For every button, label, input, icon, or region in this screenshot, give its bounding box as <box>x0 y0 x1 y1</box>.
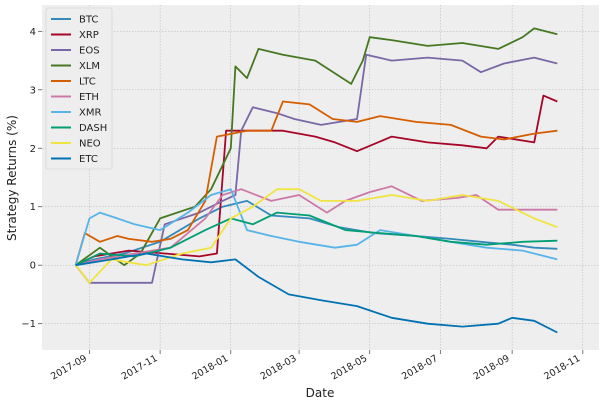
series-line-dash <box>75 211 558 267</box>
y-tick-label: −1 <box>21 319 36 330</box>
legend-label-xlm: XLM <box>79 61 100 72</box>
legend-label-btc: BTC <box>79 15 98 26</box>
y-tick-label: 0 <box>30 261 36 272</box>
series-line-ltc <box>74 100 558 266</box>
y-axis: −1 0 1 2 3 4 <box>21 27 42 330</box>
x-tick-label: 2018-07 <box>400 353 440 382</box>
y-tick-label: 4 <box>30 27 36 38</box>
legend-label-etc: ETC <box>79 154 98 165</box>
series-line-neo <box>74 188 558 284</box>
y-axis-label: Strategy Returns (%) <box>5 115 19 241</box>
x-tick-label: 2017-11 <box>120 353 160 382</box>
legend-box <box>45 7 113 170</box>
legend-label-neo: NEO <box>79 139 101 150</box>
series-line-btc <box>75 200 558 267</box>
x-tick-label: 2018-01 <box>190 353 230 382</box>
legend-label-eth: ETH <box>79 92 99 103</box>
x-tick-label: 2018-03 <box>259 353 299 382</box>
series-line-xlm <box>75 27 558 267</box>
y-tick-label: 1 <box>30 202 36 213</box>
legend: BTC XRP EOS XLM LTC ETH XMR DASH NEO ETC <box>45 7 113 170</box>
legend-label-dash: DASH <box>79 123 107 134</box>
series-line-eos <box>74 53 558 284</box>
x-tick-label: 2017-09 <box>49 353 89 382</box>
x-tick-label: 2018-09 <box>472 353 512 382</box>
series-group <box>74 27 558 334</box>
y-tick-label: 2 <box>30 144 36 155</box>
series-line-etc <box>75 252 558 334</box>
legend-label-eos: EOS <box>79 46 100 57</box>
legend-label-xrp: XRP <box>79 30 99 41</box>
x-axis-label: Date <box>306 386 335 400</box>
x-tick-label: 2018-11 <box>542 353 582 382</box>
x-axis: 2017-09 2017-11 2018-01 2018-03 2018-05 2018-… <box>49 350 584 382</box>
plot-background <box>42 5 599 350</box>
legend-label-ltc: LTC <box>79 77 96 88</box>
legend-label-xmr: XMR <box>79 108 101 119</box>
x-tick-label: 2018-05 <box>329 353 369 382</box>
y-tick-label: 3 <box>30 85 36 96</box>
